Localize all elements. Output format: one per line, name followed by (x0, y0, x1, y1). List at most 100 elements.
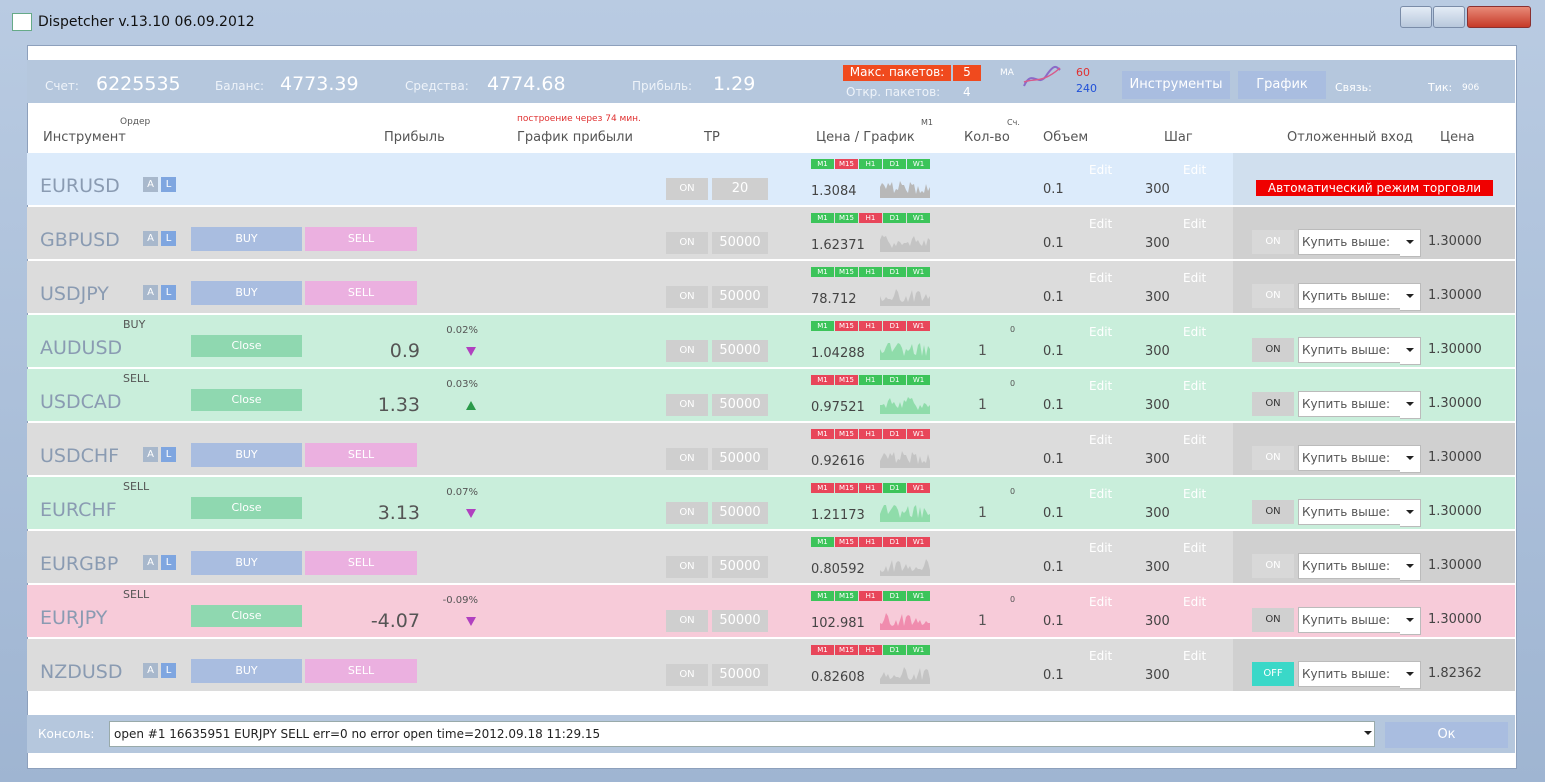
pending-dropdown[interactable]: Купить выше: (1298, 499, 1401, 525)
timeframe-chip: H1 (859, 213, 882, 223)
timeframe-chip: M1 (811, 267, 834, 277)
edit-step[interactable]: Edit (1183, 217, 1207, 231)
edit-step[interactable]: Edit (1183, 379, 1207, 393)
minimize-button[interactable] (1400, 6, 1432, 28)
edit-volume[interactable]: Edit (1089, 595, 1113, 609)
badge-a[interactable]: A (143, 177, 158, 192)
badge-a[interactable]: A (143, 663, 158, 678)
badge-a[interactable]: A (143, 285, 158, 300)
edit-volume[interactable]: Edit (1089, 271, 1113, 285)
badge-a[interactable]: A (143, 447, 158, 462)
buy-button[interactable]: BUY (191, 281, 302, 305)
badge-l[interactable]: L (161, 555, 176, 570)
badge-a[interactable]: A (143, 555, 158, 570)
tools-button[interactable]: Инструменты (1122, 71, 1230, 99)
edit-volume[interactable]: Edit (1089, 487, 1113, 501)
edit-step[interactable]: Edit (1183, 163, 1207, 177)
edit-step[interactable]: Edit (1183, 541, 1207, 555)
sell-button[interactable]: SELL (305, 551, 417, 575)
badge-l[interactable]: L (161, 663, 176, 678)
badge-l[interactable]: L (161, 177, 176, 192)
pending-switch[interactable]: ON (1252, 230, 1294, 254)
pending-switch[interactable]: ON (1252, 554, 1294, 578)
close-button[interactable]: Close (191, 335, 302, 357)
tp-value[interactable]: 50000 (712, 502, 768, 524)
edit-volume[interactable]: Edit (1089, 649, 1113, 663)
badge-l[interactable]: L (161, 285, 176, 300)
buy-button[interactable]: BUY (191, 443, 302, 467)
edit-volume[interactable]: Edit (1089, 433, 1113, 447)
sell-button[interactable]: SELL (305, 443, 417, 467)
close-button[interactable] (1467, 6, 1531, 28)
profit-value: 1.29 (713, 73, 756, 95)
sell-button[interactable]: SELL (305, 281, 417, 305)
tp-value[interactable]: 50000 (712, 232, 768, 254)
pending-switch[interactable]: ON (1252, 338, 1294, 362)
edit-volume[interactable]: Edit (1089, 541, 1113, 555)
instrument: AUDUSD (40, 337, 123, 359)
chart-button[interactable]: График (1238, 71, 1326, 99)
tp-value[interactable]: 50000 (712, 664, 768, 686)
pending-switch[interactable]: ON (1252, 608, 1294, 632)
edit-volume[interactable]: Edit (1089, 325, 1113, 339)
tp-switch[interactable]: ON (666, 286, 708, 308)
ok-button[interactable]: Ок (1385, 722, 1508, 748)
edit-step[interactable]: Edit (1183, 433, 1207, 447)
edit-volume[interactable]: Edit (1089, 379, 1113, 393)
tp-value[interactable]: 50000 (712, 340, 768, 362)
timeframe-chip: W1 (907, 321, 930, 331)
maximize-button[interactable] (1433, 6, 1465, 28)
buy-button[interactable]: BUY (191, 659, 302, 683)
edit-step[interactable]: Edit (1183, 271, 1207, 285)
dropdown-caret (1406, 456, 1414, 460)
tp-value[interactable]: 50000 (712, 610, 768, 632)
edit-volume[interactable]: Edit (1089, 163, 1113, 177)
edit-step[interactable]: Edit (1183, 649, 1207, 663)
tp-switch[interactable]: ON (666, 610, 708, 632)
pending-dropdown[interactable]: Купить выше: (1298, 553, 1401, 579)
close-button[interactable]: Close (191, 605, 302, 627)
close-button[interactable]: Close (191, 497, 302, 519)
badge-a[interactable]: A (143, 231, 158, 246)
tp-switch[interactable]: ON (666, 556, 708, 578)
tp-switch[interactable]: ON (666, 502, 708, 524)
pending-dropdown[interactable]: Купить выше: (1298, 229, 1401, 255)
pending-dropdown[interactable]: Купить выше: (1298, 661, 1401, 687)
tp-switch[interactable]: ON (666, 232, 708, 254)
edit-step[interactable]: Edit (1183, 487, 1207, 501)
tp-switch[interactable]: ON (666, 340, 708, 362)
pending-dropdown[interactable]: Купить выше: (1298, 445, 1401, 471)
tp-switch[interactable]: ON (666, 178, 708, 200)
pending-switch[interactable]: OFF (1252, 662, 1294, 686)
close-button[interactable]: Close (191, 389, 302, 411)
pending-dropdown[interactable]: Купить выше: (1298, 391, 1401, 417)
tp-switch[interactable]: ON (666, 394, 708, 416)
instrument: USDCAD (40, 391, 122, 413)
sell-button[interactable]: SELL (305, 659, 417, 683)
console-input[interactable]: open #1 16635951 EURJPY SELL err=0 no er… (109, 721, 1375, 747)
buy-button[interactable]: BUY (191, 551, 302, 575)
pending-switch[interactable]: ON (1252, 284, 1294, 308)
edit-step[interactable]: Edit (1183, 595, 1207, 609)
tp-switch[interactable]: ON (666, 664, 708, 686)
pending-switch[interactable]: ON (1252, 500, 1294, 524)
pending-dropdown[interactable]: Купить выше: (1298, 607, 1401, 633)
tp-switch[interactable]: ON (666, 448, 708, 470)
tp-value[interactable]: 50000 (712, 394, 768, 416)
pending-switch[interactable]: ON (1252, 446, 1294, 470)
tp-value[interactable]: 20 (712, 178, 768, 200)
tp-value[interactable]: 50000 (712, 448, 768, 470)
badge-l[interactable]: L (161, 231, 176, 246)
order-side: BUY (123, 318, 146, 331)
pending-dropdown[interactable]: Купить выше: (1298, 283, 1401, 309)
tp-value[interactable]: 50000 (712, 556, 768, 578)
buy-button[interactable]: BUY (191, 227, 302, 251)
edit-step[interactable]: Edit (1183, 325, 1207, 339)
edit-volume[interactable]: Edit (1089, 217, 1113, 231)
pending-price: 1.30000 (1428, 288, 1482, 303)
tp-value[interactable]: 50000 (712, 286, 768, 308)
badge-l[interactable]: L (161, 447, 176, 462)
pending-dropdown[interactable]: Купить выше: (1298, 337, 1401, 363)
sell-button[interactable]: SELL (305, 227, 417, 251)
pending-switch[interactable]: ON (1252, 392, 1294, 416)
